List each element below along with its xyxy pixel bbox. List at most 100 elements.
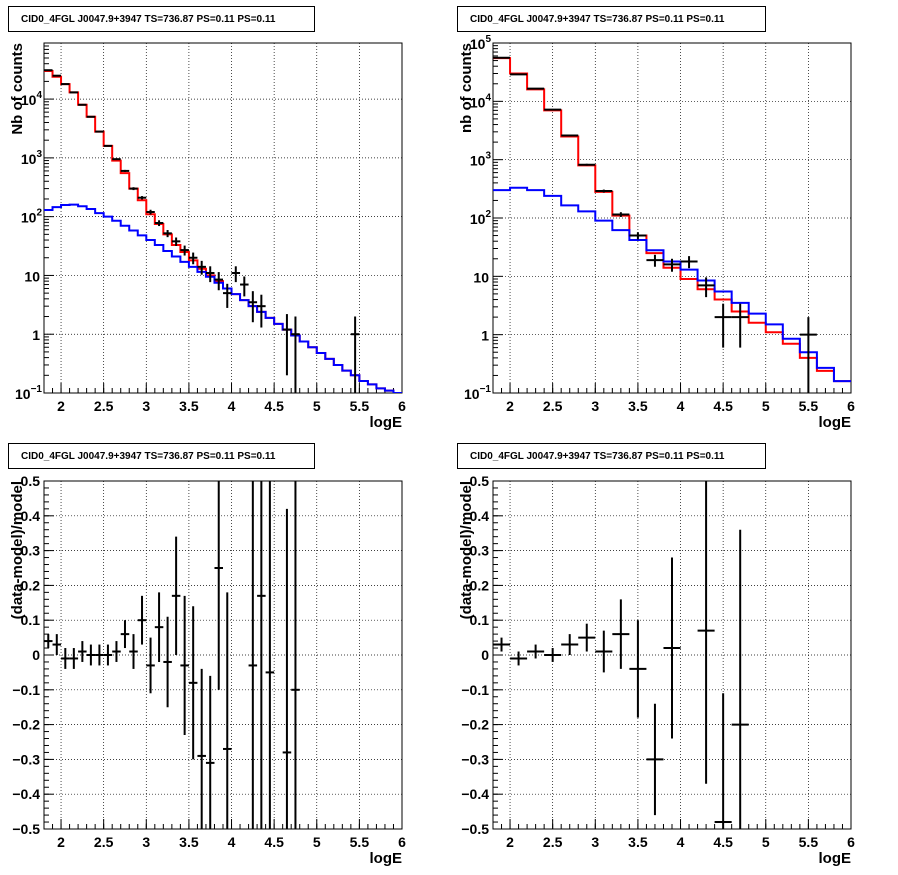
- y-tick-exp: −1: [31, 384, 43, 395]
- data-point: [137, 196, 147, 200]
- data-point: [595, 189, 613, 193]
- data-point: [154, 592, 164, 662]
- data-point: [291, 481, 300, 829]
- y-tick-exp: 4: [485, 92, 491, 103]
- x-tick-label: 2.5: [543, 398, 563, 414]
- data-point: [697, 481, 715, 784]
- y-tick-label: −0.3: [12, 751, 40, 767]
- x-tick-label: 4: [228, 398, 236, 414]
- data-point: [646, 703, 664, 816]
- x-tick-label: 3: [591, 834, 599, 850]
- data-point: [731, 529, 749, 829]
- x-axis-label: logE: [370, 414, 403, 431]
- x-tick-label: 4: [228, 834, 236, 850]
- x-tick-label: 2.5: [543, 834, 563, 850]
- plot-frame: [43, 480, 403, 830]
- data-point: [78, 641, 87, 662]
- data-point: [163, 616, 172, 708]
- x-tick-label: 6: [398, 398, 406, 414]
- y-tick-exp: −1: [480, 384, 492, 395]
- y-tick-exp: 3: [485, 151, 491, 162]
- x-tick-label: 4.5: [264, 398, 284, 414]
- data-point: [663, 258, 681, 272]
- data-point: [214, 272, 223, 291]
- data-point: [248, 291, 258, 323]
- pad-top-left: CID0_4FGL J0047.9+3947 TS=736.87 PS=0.11…: [0, 0, 449, 437]
- x-tick-label: 5: [313, 834, 321, 850]
- plot-bottom-right: 2 2.5 3 3.5 4 4.5 5 5.5 6 −0.5 −0.4 −0.3 −0.2 −0.1 0 0.…: [458, 473, 855, 867]
- chart-title: CID0_4FGL J0047.9+3947 TS=736.87 PS=0.11…: [21, 450, 276, 462]
- grid: [44, 43, 403, 394]
- x-tick-label: 6: [847, 398, 855, 414]
- x-tick-label: 2: [57, 834, 65, 850]
- data-point: [180, 245, 189, 256]
- data-point: [120, 169, 130, 172]
- chart-title: CID0_4FGL J0047.9+3947 TS=736.87 PS=0.11…: [470, 13, 725, 25]
- data-point: [223, 592, 232, 829]
- y-tick-label: −0.4: [12, 786, 40, 802]
- data-point: [112, 158, 121, 161]
- data-point: [612, 212, 630, 217]
- data-layer: [493, 481, 749, 829]
- data-point: [129, 187, 138, 191]
- y-tick-label: 0.5: [470, 473, 490, 489]
- data-point: [171, 237, 181, 246]
- data-point: [197, 668, 206, 829]
- y-tick-label: 102: [470, 209, 492, 227]
- x-tick-label: 5.5: [799, 834, 819, 850]
- y-tick-label: 104: [470, 92, 492, 110]
- x-tick-label: 5.5: [350, 398, 370, 414]
- title-box: CID0_4FGL J0047.9+3947 TS=736.87 PS=0.11…: [8, 6, 315, 32]
- data-point: [180, 595, 189, 736]
- data-point: [103, 144, 113, 147]
- y-tick-exp: 2: [485, 209, 491, 220]
- data-point: [188, 252, 198, 265]
- data-point: [595, 630, 613, 673]
- y-tick-label: −0.1: [12, 682, 40, 698]
- x-tick-label: 5: [313, 398, 321, 414]
- y-tick-base: 10: [15, 386, 31, 402]
- data-point: [714, 303, 732, 348]
- y-tick-base: 10: [470, 36, 486, 52]
- x-tick-label: 4.5: [713, 398, 733, 414]
- plot-frame: [492, 480, 852, 830]
- x-tick-label: 5: [762, 834, 770, 850]
- x-tick-label: 2.5: [94, 834, 114, 850]
- data-layer: [44, 69, 402, 393]
- data-point: [799, 317, 817, 393]
- x-tick-label: 6: [847, 834, 855, 850]
- chart-title: CID0_4FGL J0047.9+3947 TS=736.87 PS=0.11…: [21, 13, 276, 25]
- plot-top-right: 2 2.5 3 3.5 4 4.5 5 5.5 610−1110102103104105logE…: [458, 34, 855, 431]
- y-tick-label: 0.2: [21, 577, 41, 593]
- y-tick-label: 0.1: [470, 612, 490, 628]
- x-tick-label: 3.5: [179, 398, 199, 414]
- y-axis-label: Nb of counts: [9, 43, 26, 135]
- data-point: [171, 536, 181, 655]
- y-tick-label: 0.4: [470, 508, 490, 524]
- data-point: [240, 276, 249, 297]
- data-point: [291, 316, 300, 393]
- data-point: [257, 294, 266, 328]
- data-point: [86, 644, 96, 666]
- data-point: [629, 232, 647, 240]
- data-point: [714, 693, 732, 829]
- y-tick-base: 10: [464, 386, 480, 402]
- x-tick-label: 2: [57, 398, 65, 414]
- y-tick-label: 10: [24, 268, 40, 284]
- y-tick-label: 0.3: [21, 543, 41, 559]
- grid: [493, 480, 852, 830]
- data-point: [510, 651, 528, 666]
- x-tick-label: 3: [142, 834, 150, 850]
- plot-bottom-left: 2 2.5 3 3.5 4 4.5 5 5.5 6 −0.5 −0.4 −0.3 −0.2 −0.1 0 0.…: [9, 473, 406, 867]
- data-point: [103, 644, 113, 666]
- y-tick-label: −0.2: [461, 717, 489, 733]
- y-tick-label: −0.5: [12, 821, 40, 837]
- model-histogram: [493, 186, 851, 383]
- y-tick-label: −0.2: [12, 717, 40, 733]
- data-point: [205, 675, 215, 829]
- data-point: [282, 508, 292, 829]
- x-tick-label: 3.5: [628, 834, 648, 850]
- y-tick-label: 0.2: [470, 577, 490, 593]
- data-point: [697, 277, 715, 298]
- data-point: [561, 134, 579, 137]
